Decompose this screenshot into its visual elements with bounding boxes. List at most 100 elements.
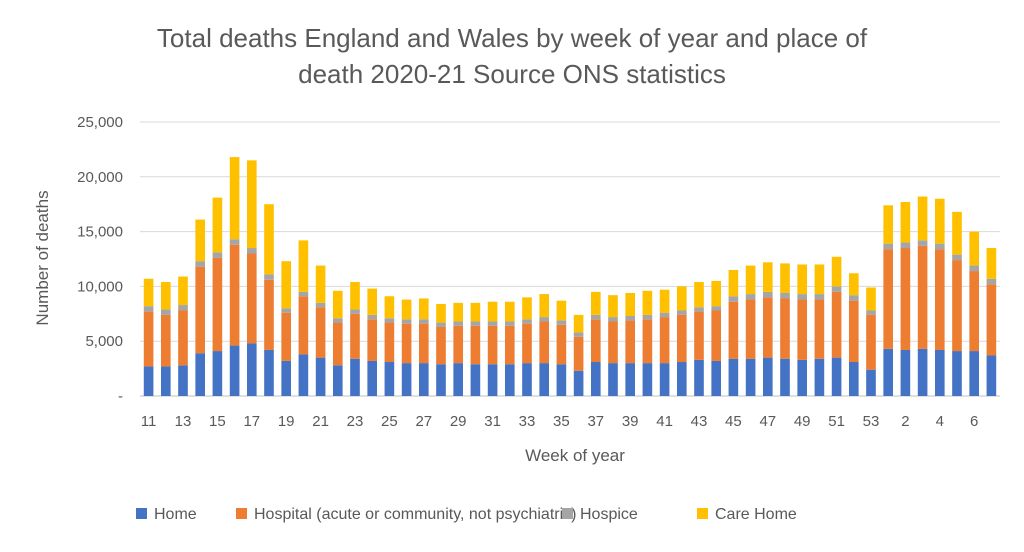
- legend-swatch: [562, 508, 573, 519]
- bar-segment-care: [848, 273, 859, 296]
- bar-segment-hospital: [470, 325, 481, 365]
- bar-segment-hospice: [332, 318, 343, 323]
- bar-segment-home: [229, 345, 240, 396]
- bar-segment-home: [986, 355, 997, 396]
- y-tick-label: 25,000: [77, 114, 123, 131]
- bar-segment-hospice: [539, 317, 550, 322]
- bar-segment-hospital: [676, 314, 687, 363]
- x-tick-label: 35: [553, 413, 570, 430]
- y-tick-label: 5,000: [85, 333, 123, 350]
- legend-swatch: [236, 508, 247, 519]
- bar-segment-hospital: [694, 311, 704, 360]
- bar-segment-care: [504, 301, 515, 322]
- bar-segment-hospital: [504, 325, 515, 365]
- bar-segment-care: [470, 302, 481, 322]
- bar-segment-hospital: [384, 322, 395, 363]
- bar-segment-hospice: [487, 321, 498, 326]
- bar-segment-care: [315, 265, 326, 303]
- bar-segment-hospice: [831, 286, 842, 292]
- bar-segment-care: [814, 264, 825, 295]
- bar-segment-care: [608, 295, 618, 318]
- bar-segment-hospice: [642, 314, 653, 320]
- bar-segment-care: [917, 196, 928, 241]
- legend-label: Home: [154, 506, 197, 523]
- bar-segment-home: [814, 358, 825, 396]
- x-tick-label: 47: [759, 413, 776, 430]
- chart-title-line-2: death 2020-21 Source ONS statistics: [298, 59, 726, 89]
- x-tick-labels: 11 13 15 17 19 21 23 25 27 29 31 33 35 37 39 41 43 45 47 49…: [141, 413, 979, 430]
- bar-segment-hospice: [608, 317, 618, 322]
- bar-segment-care: [453, 302, 464, 322]
- x-tick-label: 19: [278, 413, 295, 430]
- bar-segment-care: [332, 290, 343, 319]
- bar-segment-home: [350, 358, 360, 396]
- bar-segment-hospital: [436, 326, 446, 365]
- bar-segment-hospice: [590, 314, 601, 320]
- bar-segment-hospital: [952, 260, 962, 352]
- x-tick-label: 4: [936, 413, 944, 430]
- x-tick-label: 39: [622, 413, 639, 430]
- y-tick-label: -: [118, 388, 123, 405]
- bar-segment-hospice: [470, 321, 481, 326]
- x-tick-label: 25: [381, 413, 398, 430]
- bar-segment-care: [160, 282, 171, 310]
- legend-label: Care Home: [715, 506, 797, 523]
- bar-segment-care: [143, 278, 154, 307]
- bar-segment-home: [762, 357, 773, 396]
- bar-segment-care: [264, 204, 274, 275]
- bar-segment-hospital: [298, 296, 309, 355]
- bar-segment-home: [556, 364, 567, 396]
- bar-segment-hospital: [195, 266, 206, 354]
- bar-segment-care: [745, 265, 756, 295]
- legend-swatch: [697, 508, 708, 519]
- bar-segment-care: [195, 219, 206, 262]
- bar-segment-hospice: [952, 254, 962, 261]
- x-tick-label: 43: [691, 413, 708, 430]
- bar-segment-care: [212, 197, 223, 253]
- bar-segment-hospital: [143, 311, 154, 367]
- bar-segment-care: [418, 298, 429, 320]
- bar-segment-care: [900, 202, 911, 243]
- bar-segment-hospital: [229, 244, 240, 346]
- bar-segment-home: [831, 357, 842, 396]
- bar-segment-home: [470, 364, 481, 396]
- bar-segment-hospital: [814, 299, 825, 359]
- bar-segment-hospital: [401, 323, 412, 364]
- bar-segment-home: [917, 348, 928, 396]
- bar-segment-hospice: [350, 309, 360, 314]
- bar-segment-home: [315, 357, 326, 396]
- bar-segment-hospital: [590, 319, 601, 363]
- bar-segment-hospital: [522, 323, 532, 364]
- bar-segment-hospital: [917, 245, 928, 349]
- bar-segment-home: [745, 358, 756, 396]
- bar-segment-hospital: [573, 336, 584, 371]
- bar-segment-hospital: [900, 248, 911, 350]
- bar-segment-hospital: [711, 310, 722, 361]
- bar-segment-home: [711, 360, 722, 396]
- bar-segment-hospice: [934, 243, 945, 250]
- bar-segment-care: [883, 205, 894, 244]
- x-tick-label: 45: [725, 413, 742, 430]
- x-tick-label: 49: [794, 413, 811, 430]
- bar-segment-care: [934, 198, 945, 244]
- bar-segment-care: [487, 301, 498, 322]
- x-tick-label: 41: [656, 413, 673, 430]
- bar-segment-hospice: [160, 309, 171, 315]
- x-tick-label: 31: [484, 413, 501, 430]
- x-tick-label: 11: [141, 413, 157, 430]
- bar-segment-hospital: [728, 301, 739, 359]
- bar-segment-home: [676, 362, 687, 396]
- bar-segment-hospice: [264, 274, 274, 280]
- bar-segment-home: [160, 366, 171, 396]
- bar-segment-hospital: [332, 322, 343, 366]
- bar-segment-home: [900, 349, 911, 396]
- bar-segment-hospital: [866, 314, 876, 370]
- bar-segment-hospice: [212, 252, 223, 258]
- bar-segment-hospice: [504, 321, 515, 326]
- bar-segment-home: [504, 364, 515, 396]
- bar-segment-care: [178, 276, 188, 306]
- x-tick-label: 51: [828, 413, 845, 430]
- bar-segment-hospice: [917, 240, 928, 246]
